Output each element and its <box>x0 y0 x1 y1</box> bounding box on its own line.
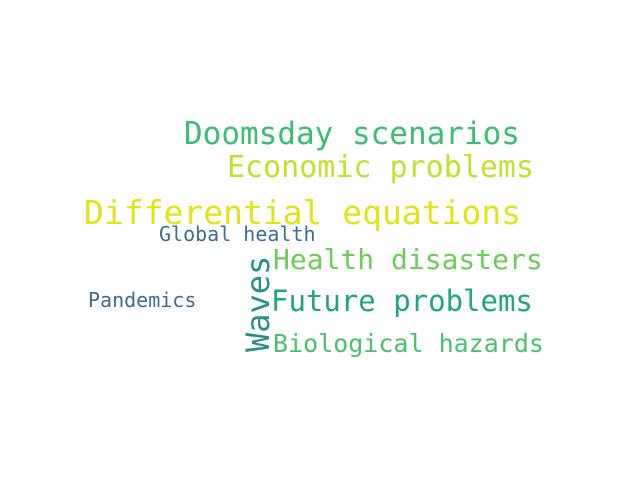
word-future-problems: Future problems <box>271 284 533 318</box>
word-biological-hazards: Biological hazards <box>273 329 544 358</box>
word-pandemics: Pandemics <box>88 288 197 312</box>
word-doomsday-scenarios: Doomsday scenarios <box>184 116 520 152</box>
word-global-health: Global health <box>159 222 316 246</box>
word-differential-equations: Differential equations <box>84 193 522 232</box>
word-economic-problems: Economic problems <box>227 150 535 185</box>
word-health-disasters: Health disasters <box>273 243 543 276</box>
word-waves: Waves <box>239 255 277 352</box>
